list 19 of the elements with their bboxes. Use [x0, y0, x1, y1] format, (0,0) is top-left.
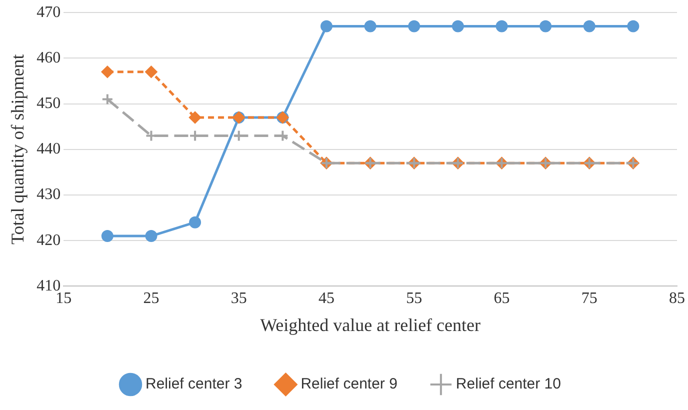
y-tick-label: 460 [36, 49, 61, 66]
x-axis-title: Weighted value at relief center [260, 314, 481, 335]
y-tick-label: 420 [36, 232, 61, 249]
legend-label: Relief center 9 [300, 376, 398, 393]
x-tick-label: 55 [406, 290, 422, 308]
x-tick-label: 25 [143, 290, 160, 308]
legend-label: Relief center 10 [456, 376, 561, 393]
y-tick-label: 430 [36, 186, 61, 204]
x-tick-label: 35 [230, 290, 247, 308]
y-tick-label: 440 [36, 140, 61, 158]
x-tick-label: 85 [669, 290, 685, 308]
x-tick-label: 75 [581, 290, 598, 308]
x-tick-label: 15 [56, 290, 72, 308]
x-tick-label: 65 [494, 290, 510, 308]
x-tick-label: 45 [318, 290, 334, 308]
y-tick-label: 450 [36, 95, 61, 112]
y-tick-label: 470 [36, 4, 61, 21]
legend-label: Relief center 3 [146, 376, 242, 393]
y-axis-title: Total quantity of shipment [8, 54, 28, 245]
